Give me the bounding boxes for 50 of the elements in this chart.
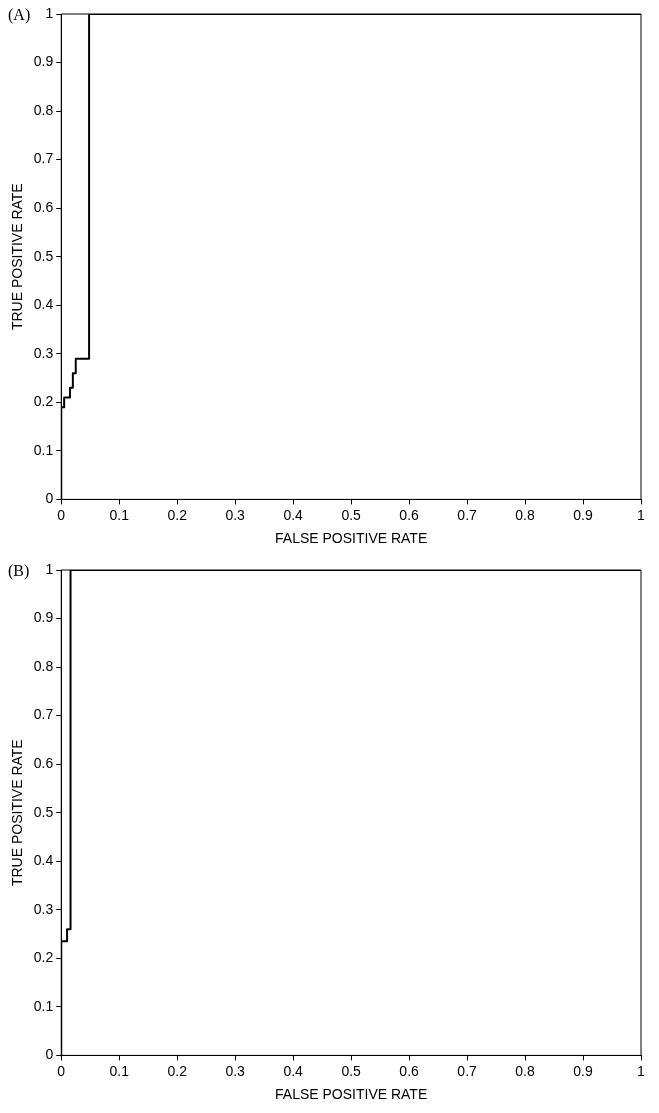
x-tick-label: 0.6 bbox=[399, 1062, 420, 1079]
y-tick-label: 0.6 bbox=[33, 199, 54, 216]
x-tick-label: 0.1 bbox=[109, 1062, 130, 1079]
y-tick-label: 0.4 bbox=[33, 852, 54, 869]
x-tick-label: 0.5 bbox=[341, 1062, 362, 1079]
y-tick-label: 0.1 bbox=[33, 441, 54, 458]
y-tick-label: 0.2 bbox=[33, 949, 54, 966]
x-tick-label: 1 bbox=[637, 506, 646, 523]
x-tick-label: 0 bbox=[57, 1062, 66, 1079]
x-tick-label: 0.4 bbox=[283, 506, 304, 523]
y-tick-label: 0.8 bbox=[33, 101, 54, 118]
y-tick-label: 1 bbox=[45, 560, 54, 577]
x-axis-title: FALSE POSITIVE RATE bbox=[275, 530, 428, 547]
x-tick-label: 0.1 bbox=[109, 506, 130, 523]
y-axis-title: TRUE POSITIVE RATE bbox=[9, 739, 26, 887]
y-tick-label: 0.9 bbox=[33, 53, 54, 70]
y-tick-label: 0.2 bbox=[33, 393, 54, 410]
x-axis-title: FALSE POSITIVE RATE bbox=[275, 1086, 428, 1103]
x-tick-label: 0.3 bbox=[225, 506, 246, 523]
y-tick-label: 0.9 bbox=[33, 609, 54, 626]
x-tick-label: 0.6 bbox=[399, 506, 420, 523]
y-tick-label: 0.4 bbox=[33, 296, 54, 313]
y-tick-label: 0.3 bbox=[33, 900, 54, 917]
y-tick-label: 0 bbox=[45, 490, 54, 507]
y-tick-label: 0 bbox=[45, 1046, 54, 1063]
x-tick-label: 0.2 bbox=[167, 1062, 188, 1079]
x-tick-label: 0.9 bbox=[573, 506, 593, 523]
x-tick-label: 0 bbox=[57, 506, 66, 523]
y-tick-label: 0.7 bbox=[33, 706, 54, 723]
x-tick-label: 0.8 bbox=[515, 1062, 535, 1079]
x-tick-label: 0.4 bbox=[283, 1062, 304, 1079]
x-tick-label: 0.7 bbox=[457, 506, 478, 523]
x-tick-label: 0.7 bbox=[457, 1062, 478, 1079]
x-tick-label: 0.9 bbox=[573, 1062, 593, 1079]
text: (B) bbox=[8, 562, 30, 581]
y-axis-title: TRUE POSITIVE RATE bbox=[9, 183, 26, 331]
y-tick-label: 0.7 bbox=[33, 150, 54, 167]
y-tick-label: 0.3 bbox=[33, 344, 54, 361]
x-tick-label: 0.8 bbox=[515, 506, 535, 523]
y-tick-label: 0.5 bbox=[33, 247, 54, 264]
y-tick-label: 0.6 bbox=[33, 755, 54, 772]
y-tick-label: 0.8 bbox=[33, 657, 54, 674]
y-tick-label: 1 bbox=[45, 4, 54, 21]
x-tick-label: 0.5 bbox=[341, 506, 362, 523]
x-tick-label: 0.3 bbox=[225, 1062, 246, 1079]
x-tick-label: 0.2 bbox=[167, 506, 188, 523]
y-tick-label: 0.5 bbox=[33, 803, 54, 820]
y-tick-label: 0.1 bbox=[33, 997, 54, 1014]
text: (A) bbox=[8, 6, 31, 25]
x-tick-label: 1 bbox=[637, 1062, 646, 1079]
